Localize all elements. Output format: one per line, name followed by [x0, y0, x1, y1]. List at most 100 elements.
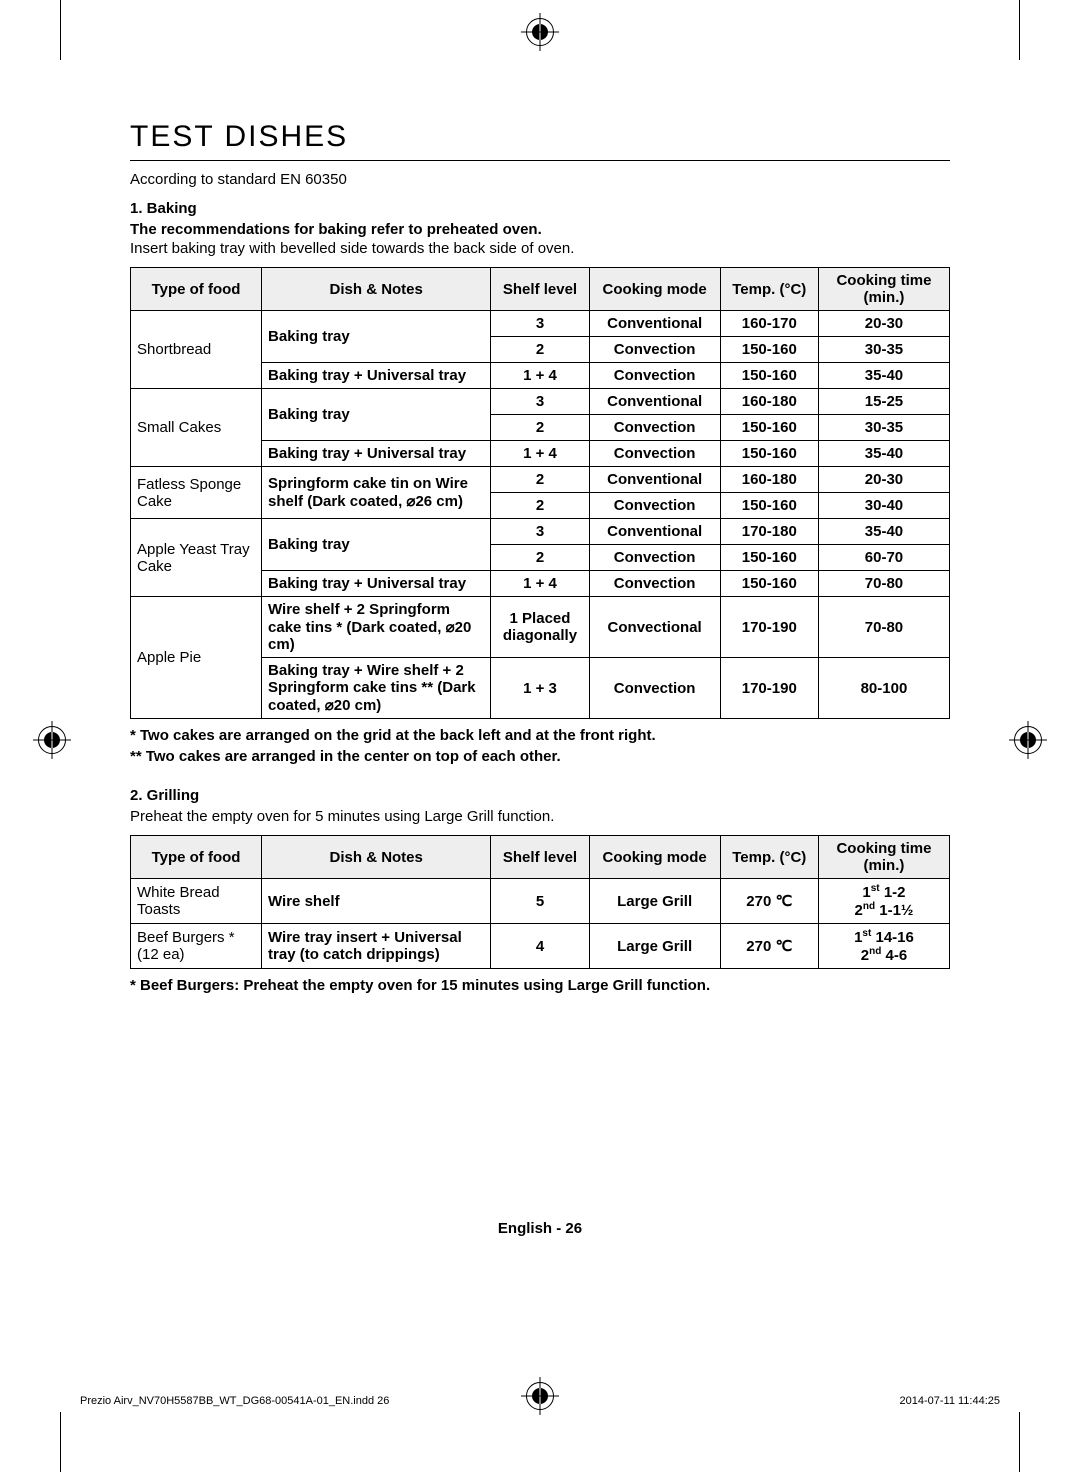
cell: Convection	[589, 415, 720, 441]
cell: 170-190	[720, 597, 818, 658]
food-white-bread: White Bread Toasts	[131, 879, 262, 924]
grilling-table: Type of food Dish & Notes Shelf level Co…	[130, 835, 950, 969]
cell: Convection	[589, 571, 720, 597]
print-info: Prezio Airv_NV70H5587BB_WT_DG68-00541A-0…	[80, 1395, 1000, 1407]
cell: 20-30	[818, 311, 949, 337]
cell: 150-160	[720, 415, 818, 441]
dish-cell: Baking tray	[262, 311, 491, 363]
grilling-footnote: * Beef Burgers: Preheat the empty oven f…	[130, 977, 950, 994]
section-2-note: Preheat the empty oven for 5 minutes usi…	[130, 808, 950, 825]
section-2-number: 2. Grilling	[130, 787, 950, 804]
th-food: Type of food	[131, 836, 262, 879]
cell: 160-180	[720, 467, 818, 493]
cell: Convection	[589, 493, 720, 519]
cell: 150-160	[720, 571, 818, 597]
table-row: Small Cakes Baking tray 3 Conventional 1…	[131, 389, 950, 415]
th-temp: Temp. (°C)	[720, 836, 818, 879]
th-dish: Dish & Notes	[262, 836, 491, 879]
registration-mark-icon	[526, 18, 554, 46]
baking-table: Type of food Dish & Notes Shelf level Co…	[130, 267, 950, 719]
cell: Conventional	[589, 389, 720, 415]
cell: 1 Placed diagonally	[491, 597, 589, 658]
cell: Large Grill	[589, 879, 720, 924]
intro-text: According to standard EN 60350	[130, 171, 950, 188]
cell: 170-180	[720, 519, 818, 545]
cell: 150-160	[720, 545, 818, 571]
th-shelf: Shelf level	[491, 268, 589, 311]
table-row: Shortbread Baking tray 3 Conventional 16…	[131, 311, 950, 337]
th-food: Type of food	[131, 268, 262, 311]
cell: 150-160	[720, 441, 818, 467]
cell: Baking tray + Universal tray	[262, 363, 491, 389]
table-row: Beef Burgers * (12 ea) Wire tray insert …	[131, 924, 950, 969]
cell: Baking tray + Universal tray	[262, 441, 491, 467]
page-content: TEST DISHES According to standard EN 603…	[130, 120, 950, 996]
section-1-number: 1. Baking	[130, 200, 950, 217]
baking-footnote-1: * Two cakes are arranged on the grid at …	[130, 727, 950, 744]
th-temp: Temp. (°C)	[720, 268, 818, 311]
food-fatless: Fatless Sponge Cake	[131, 467, 262, 519]
food-apple-pie: Apple Pie	[131, 597, 262, 719]
cell: 30-40	[818, 493, 949, 519]
registration-mark-icon	[38, 726, 66, 754]
food-apple-yeast: Apple Yeast Tray Cake	[131, 519, 262, 597]
cell: Wire shelf	[262, 879, 491, 924]
cell: Baking tray + Wire shelf + 2 Springform …	[262, 658, 491, 719]
cell: 15-25	[818, 389, 949, 415]
crop-mark	[60, 0, 61, 60]
food-beef-burgers: Beef Burgers * (12 ea)	[131, 924, 262, 969]
cell: Convectional	[589, 597, 720, 658]
cell: Large Grill	[589, 924, 720, 969]
food-shortbread: Shortbread	[131, 311, 262, 389]
cell: Convection	[589, 337, 720, 363]
cell: Conventional	[589, 467, 720, 493]
cell: 1 + 4	[491, 571, 589, 597]
th-time: Cooking time (min.)	[818, 268, 949, 311]
cell: Convection	[589, 545, 720, 571]
crop-mark	[1019, 0, 1020, 60]
cell: 20-30	[818, 467, 949, 493]
cell: 35-40	[818, 519, 949, 545]
crop-mark	[1019, 1412, 1020, 1472]
cell: Wire tray insert + Universal tray (to ca…	[262, 924, 491, 969]
table-row: White Bread Toasts Wire shelf 5 Large Gr…	[131, 879, 950, 924]
cell: 270 ℃	[720, 924, 818, 969]
table-row: Apple Pie Wire shelf + 2 Springform cake…	[131, 597, 950, 658]
cell: 60-70	[818, 545, 949, 571]
section-1-rec: The recommendations for baking refer to …	[130, 221, 950, 238]
th-mode: Cooking mode	[589, 836, 720, 879]
cell: 170-190	[720, 658, 818, 719]
baking-footnote-2: ** Two cakes are arranged in the center …	[130, 748, 950, 765]
cell: Convection	[589, 363, 720, 389]
th-shelf: Shelf level	[491, 836, 589, 879]
print-datetime: 2014-07-11 11:44:25	[899, 1395, 1000, 1407]
cell: 80-100	[818, 658, 949, 719]
cell-time: 1st 1-22nd 1-1½	[818, 879, 949, 924]
page-title: TEST DISHES	[130, 120, 950, 161]
cell: 1 + 3	[491, 658, 589, 719]
cell-time: 1st 14-162nd 4-6	[818, 924, 949, 969]
cell: Wire shelf + 2 Springform cake tins * (D…	[262, 597, 491, 658]
cell: 30-35	[818, 415, 949, 441]
cell: 35-40	[818, 441, 949, 467]
table-header-row: Type of food Dish & Notes Shelf level Co…	[131, 268, 950, 311]
th-dish: Dish & Notes	[262, 268, 491, 311]
cell: 3	[491, 389, 589, 415]
cell: Conventional	[589, 311, 720, 337]
cell: 150-160	[720, 493, 818, 519]
cell: Convection	[589, 658, 720, 719]
cell: 2	[491, 545, 589, 571]
cell: Baking tray	[262, 389, 491, 441]
cell: 270 ℃	[720, 879, 818, 924]
cell: 2	[491, 493, 589, 519]
cell: Baking tray + Universal tray	[262, 571, 491, 597]
th-time: Cooking time (min.)	[818, 836, 949, 879]
cell: 1 + 4	[491, 441, 589, 467]
print-filename: Prezio Airv_NV70H5587BB_WT_DG68-00541A-0…	[80, 1395, 389, 1407]
cell: 160-180	[720, 389, 818, 415]
cell: 35-40	[818, 363, 949, 389]
cell: Baking tray	[262, 519, 491, 571]
cell: 70-80	[818, 597, 949, 658]
cell: 3	[491, 311, 589, 337]
section-1-note: Insert baking tray with bevelled side to…	[130, 240, 950, 257]
